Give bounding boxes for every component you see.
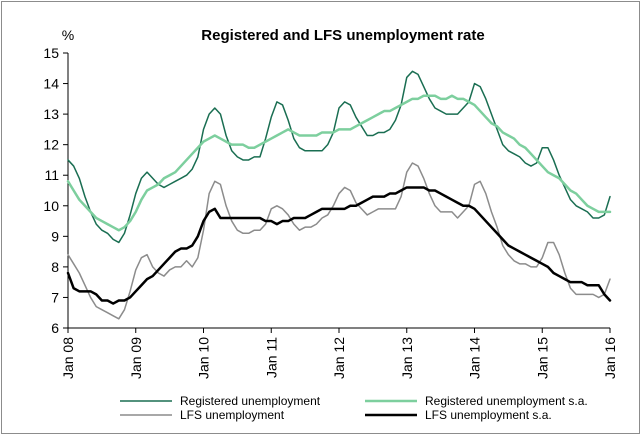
y-tick-label: 12	[43, 137, 59, 153]
plot-series	[66, 70, 612, 320]
legend-label: Registered unemployment	[180, 394, 321, 408]
x-tick-label: Jan 12	[331, 337, 347, 379]
y-tick-label: 7	[51, 289, 59, 305]
y-tick-label: 9	[51, 228, 59, 244]
x-tick-label: Jan 11	[263, 337, 279, 378]
chart-title: Registered and LFS unemployment rate	[201, 27, 484, 44]
legend-label: LFS unemployment s.a.	[425, 408, 552, 422]
y-tick-label: 13	[43, 106, 59, 122]
y-tick-label: 10	[43, 198, 59, 214]
legend: Registered unemployment Registered unempl…	[120, 394, 588, 422]
y-tick-label: 6	[51, 320, 59, 336]
x-tick-label: Jan 16	[602, 337, 618, 379]
x-tick-label: Jan 09	[128, 337, 144, 379]
x-tick-label: Jan 10	[196, 337, 212, 379]
y-axis: 6 7 8 9 10 11 12 13 14 15	[43, 45, 69, 336]
y-axis-unit-label: %	[62, 27, 74, 43]
series-line-lfs-unemployment-s-a	[66, 186, 612, 305]
y-tick-label: 15	[43, 45, 59, 61]
x-tick-label: Jan 08	[60, 337, 76, 379]
y-tick-label: 8	[51, 259, 59, 275]
series-line-registered-unemployment-s-a	[66, 94, 612, 232]
series-line-lfs-unemployment	[67, 162, 611, 320]
y-tick-label: 11	[44, 167, 59, 183]
x-tick-label: Jan 13	[399, 337, 415, 379]
legend-label: Registered unemployment s.a.	[425, 394, 588, 408]
y-tick-label: 14	[43, 76, 59, 92]
series-line-registered-unemployment	[67, 70, 611, 244]
x-tick-label: Jan 15	[534, 337, 550, 379]
legend-label: LFS unemployment	[180, 408, 285, 422]
x-axis: Jan 08 Jan 09 Jan 10 Jan 11 Jan 12 Jan 13 Jan …	[60, 327, 618, 379]
x-tick-label: Jan 14	[467, 337, 483, 379]
